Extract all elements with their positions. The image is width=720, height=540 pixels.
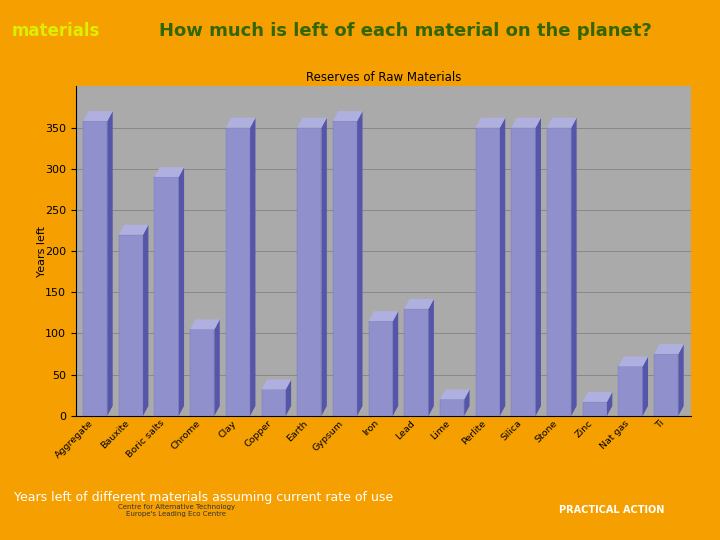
Polygon shape — [119, 225, 148, 234]
Bar — [83, 121, 107, 416]
Polygon shape — [405, 299, 434, 309]
Polygon shape — [333, 111, 362, 121]
Bar — [155, 177, 179, 416]
Polygon shape — [536, 118, 541, 416]
Bar — [618, 366, 643, 416]
Polygon shape — [155, 167, 184, 177]
Bar — [547, 127, 571, 416]
Polygon shape — [286, 380, 291, 416]
Polygon shape — [179, 167, 184, 416]
Polygon shape — [607, 392, 612, 416]
Text: PRACTICAL ACTION: PRACTICAL ACTION — [559, 505, 665, 515]
Polygon shape — [226, 118, 256, 127]
Polygon shape — [678, 344, 684, 416]
Polygon shape — [547, 118, 577, 127]
Polygon shape — [322, 118, 327, 416]
Bar — [119, 234, 143, 416]
Polygon shape — [500, 118, 505, 416]
Polygon shape — [215, 320, 220, 416]
Polygon shape — [393, 311, 398, 416]
Bar — [297, 127, 322, 416]
Bar — [261, 389, 286, 416]
Bar — [440, 399, 464, 416]
Polygon shape — [618, 356, 648, 366]
Polygon shape — [428, 299, 434, 416]
Polygon shape — [464, 389, 469, 416]
Polygon shape — [357, 111, 362, 416]
Bar — [405, 309, 428, 416]
Polygon shape — [261, 380, 291, 389]
Polygon shape — [654, 344, 684, 354]
Bar — [190, 329, 215, 416]
Polygon shape — [190, 320, 220, 329]
Bar — [333, 121, 357, 416]
Polygon shape — [297, 118, 327, 127]
Polygon shape — [511, 118, 541, 127]
Polygon shape — [250, 118, 256, 416]
Text: materials: materials — [12, 22, 100, 40]
Y-axis label: Years left: Years left — [37, 226, 47, 276]
Text: Years left of different materials assuming current rate of use: Years left of different materials assumi… — [14, 491, 394, 504]
Polygon shape — [582, 392, 612, 402]
Text: How much is left of each material on the planet?: How much is left of each material on the… — [159, 22, 652, 40]
Polygon shape — [107, 111, 113, 416]
Bar — [226, 127, 250, 416]
Bar — [369, 321, 393, 416]
Bar — [511, 127, 536, 416]
Bar — [654, 354, 678, 416]
Polygon shape — [476, 118, 505, 127]
Polygon shape — [83, 111, 113, 121]
Text: Centre for Alternative Technology
Europe's Leading Eco Centre: Centre for Alternative Technology Europe… — [118, 504, 235, 517]
Polygon shape — [440, 389, 469, 399]
Title: Reserves of Raw Materials: Reserves of Raw Materials — [306, 71, 461, 84]
Bar — [476, 127, 500, 416]
Polygon shape — [643, 356, 648, 416]
Polygon shape — [369, 311, 398, 321]
Bar — [582, 402, 607, 416]
Polygon shape — [571, 118, 577, 416]
Polygon shape — [143, 225, 148, 416]
